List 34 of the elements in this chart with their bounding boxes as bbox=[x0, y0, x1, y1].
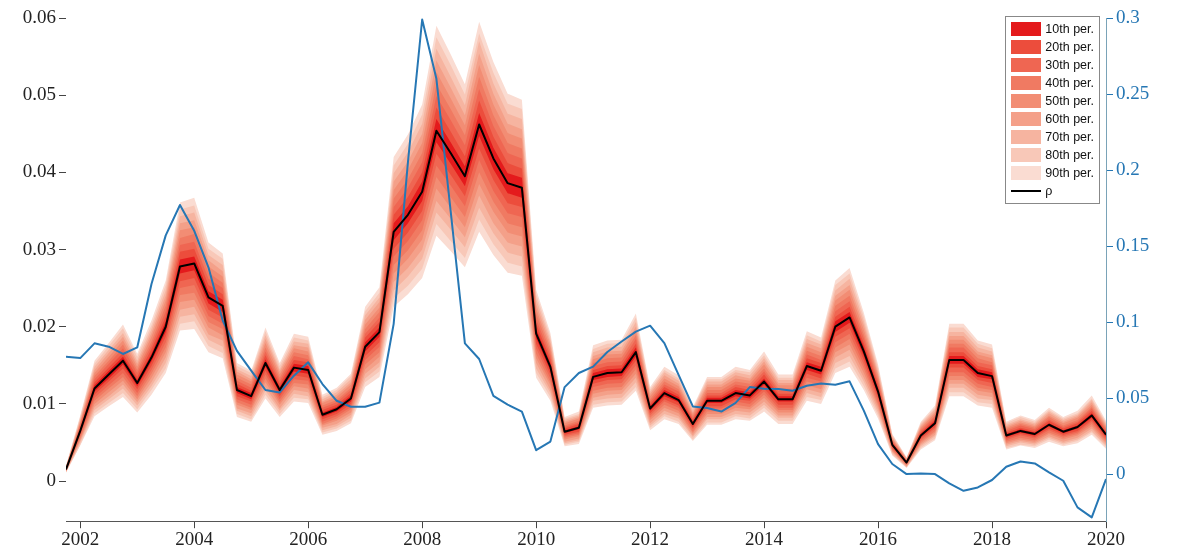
legend-label: 70th per. bbox=[1045, 130, 1094, 144]
x-tick-label: 2014 bbox=[745, 527, 784, 549]
legend-label: 10th per. bbox=[1045, 22, 1094, 36]
x-tick-label: 2002 bbox=[61, 527, 100, 549]
y2-tick-label: 0.05 bbox=[1116, 386, 1150, 408]
legend-label: 30th per. bbox=[1045, 58, 1094, 72]
legend-label: 90th per. bbox=[1045, 166, 1094, 180]
y-tick-label: 0.05 bbox=[22, 83, 56, 105]
x-tick-label: 2004 bbox=[175, 527, 214, 549]
y-tick-label: 0.03 bbox=[22, 237, 56, 259]
y-tick-label: 0.02 bbox=[22, 314, 56, 336]
legend-label: ρ bbox=[1045, 184, 1053, 198]
y-tick-label: 0.06 bbox=[22, 5, 56, 27]
x-tick-label: 2010 bbox=[517, 527, 556, 549]
legend-label: 60th per. bbox=[1045, 112, 1094, 126]
legend-label: 40th per. bbox=[1045, 76, 1094, 90]
y2-tick-label: 0.15 bbox=[1116, 234, 1150, 256]
x-tick-label: 2006 bbox=[289, 527, 328, 549]
x-tick-label: 2008 bbox=[403, 527, 442, 549]
x-tick-label: 2020 bbox=[1087, 527, 1125, 549]
y2-tick-label: 0.3 bbox=[1116, 5, 1140, 27]
y-tick-label: 0 bbox=[46, 469, 56, 491]
y2-tick-label: 0 bbox=[1116, 462, 1126, 484]
y2-tick-label: 0.25 bbox=[1116, 82, 1150, 103]
y2-tick-label: 0.1 bbox=[1116, 310, 1140, 332]
x-tick-label: 2016 bbox=[859, 527, 898, 549]
y2-tick-label: 0.2 bbox=[1116, 158, 1140, 180]
y-tick-label: 0.01 bbox=[22, 391, 56, 413]
y-tick-label: 0.04 bbox=[22, 160, 57, 182]
legend-label: 80th per. bbox=[1045, 148, 1094, 162]
legend-label: 50th per. bbox=[1045, 94, 1094, 108]
x-tick-label: 2018 bbox=[973, 527, 1012, 549]
legend-label: 20th per. bbox=[1045, 40, 1094, 54]
x-tick-label: 2012 bbox=[631, 527, 670, 549]
